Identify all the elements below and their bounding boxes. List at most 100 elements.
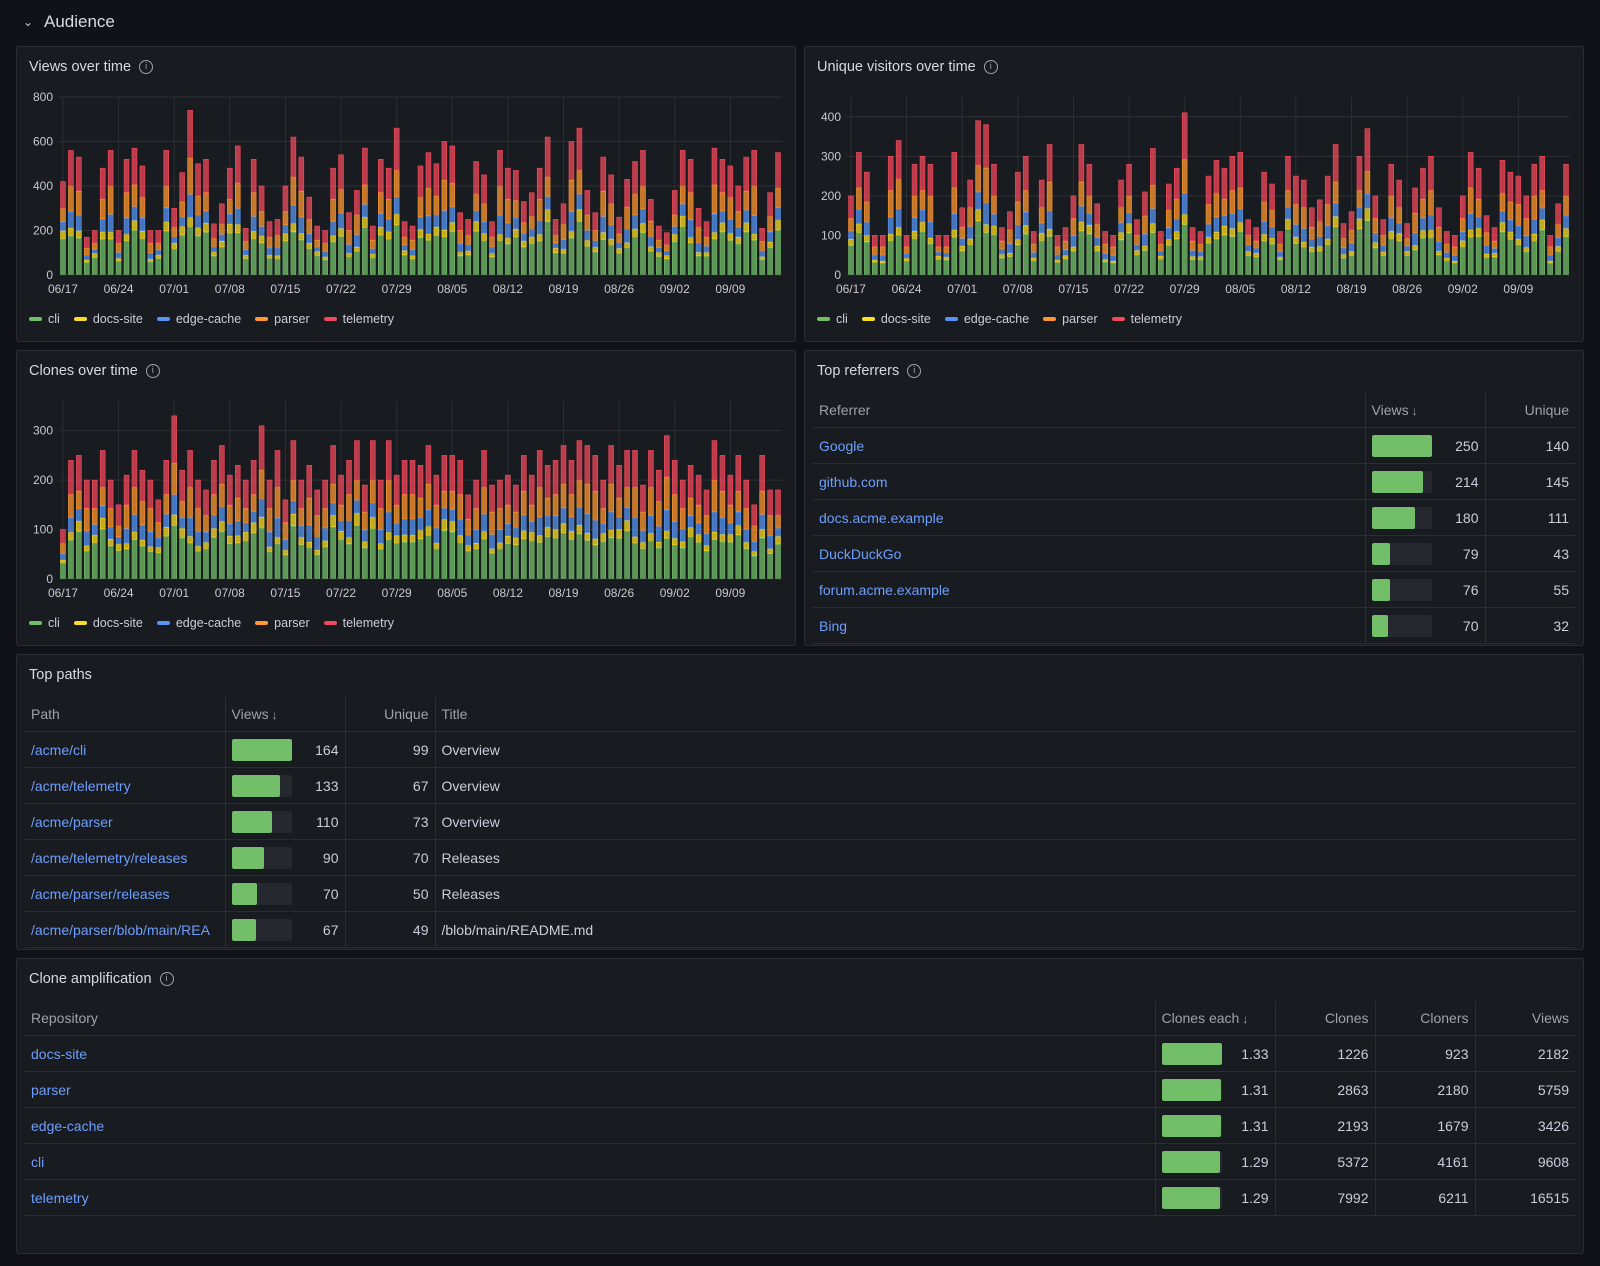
bar-45[interactable] xyxy=(417,165,424,275)
bar-83[interactable] xyxy=(719,455,726,579)
bar-85[interactable] xyxy=(735,185,742,275)
bar-60[interactable] xyxy=(1324,175,1331,275)
bar-47[interactable] xyxy=(433,474,440,579)
bar-82[interactable] xyxy=(711,147,718,275)
bar-6[interactable] xyxy=(107,150,114,275)
repository-link[interactable]: cli xyxy=(31,1153,45,1170)
path-link[interactable]: /acme/parser/blob/main/REA xyxy=(31,921,210,938)
bar-80[interactable] xyxy=(695,207,702,275)
bar-81[interactable] xyxy=(703,221,710,275)
legend-item-docs-site[interactable]: docs-site xyxy=(73,312,143,326)
bar-71[interactable] xyxy=(624,450,630,579)
bar-82[interactable] xyxy=(1499,159,1506,275)
bar-65[interactable] xyxy=(576,127,583,275)
legend-item-cli[interactable]: cli xyxy=(29,312,60,326)
legend-item-cli[interactable]: cli xyxy=(29,616,60,630)
bar-51[interactable] xyxy=(465,219,471,275)
bar-4[interactable] xyxy=(91,230,98,275)
bar-40[interactable] xyxy=(1166,183,1172,275)
bar-67[interactable] xyxy=(1380,219,1387,275)
bar-26[interactable] xyxy=(266,221,273,275)
bar-59[interactable] xyxy=(528,192,535,275)
bar-0[interactable] xyxy=(60,181,66,275)
bar-25[interactable] xyxy=(258,425,265,579)
bar-75[interactable] xyxy=(1444,231,1450,275)
bar-85[interactable] xyxy=(735,455,742,579)
bar-4[interactable] xyxy=(879,235,886,275)
bar-77[interactable] xyxy=(671,190,678,275)
bar-46[interactable] xyxy=(1213,159,1220,275)
bar-79[interactable] xyxy=(687,159,694,275)
bar-75[interactable] xyxy=(656,469,662,579)
header-views[interactable]: Views ↓ xyxy=(1364,393,1485,428)
bar-49[interactable] xyxy=(449,145,456,275)
bar-82[interactable] xyxy=(711,440,718,579)
bar-24[interactable] xyxy=(250,159,257,275)
repository-link[interactable]: parser xyxy=(31,1081,71,1098)
bar-27[interactable] xyxy=(274,219,281,275)
bar-71[interactable] xyxy=(624,179,630,275)
bar-12[interactable] xyxy=(943,235,950,275)
bar-8[interactable] xyxy=(123,159,130,275)
legend-item-docs-site[interactable]: docs-site xyxy=(73,616,143,630)
bar-28[interactable] xyxy=(1070,195,1077,275)
bar-72[interactable] xyxy=(632,450,638,579)
info-icon[interactable]: i xyxy=(907,364,922,378)
bar-8[interactable] xyxy=(911,163,918,275)
bar-7[interactable] xyxy=(115,230,122,275)
bar-43[interactable] xyxy=(401,221,408,275)
bar-19[interactable] xyxy=(211,223,217,275)
bar-35[interactable] xyxy=(338,474,344,579)
bar-73[interactable] xyxy=(640,150,646,275)
legend-item-telemetry[interactable]: telemetry xyxy=(323,616,394,630)
bar-16[interactable] xyxy=(187,110,193,275)
info-icon[interactable]: i xyxy=(139,60,154,74)
bar-85[interactable] xyxy=(1523,195,1530,275)
bar-70[interactable] xyxy=(616,464,622,579)
bar-61[interactable] xyxy=(544,464,551,579)
chevron-down-icon[interactable]: ⌄ xyxy=(22,15,34,29)
bar-25[interactable] xyxy=(1046,144,1053,275)
bar-56[interactable] xyxy=(505,474,511,579)
referrer-link[interactable]: Bing xyxy=(819,617,848,634)
bar-44[interactable] xyxy=(409,225,416,275)
bar-27[interactable] xyxy=(274,450,281,579)
bar-58[interactable] xyxy=(1309,207,1315,275)
bar-77[interactable] xyxy=(1459,195,1466,275)
bar-59[interactable] xyxy=(528,474,535,579)
referrer-link[interactable]: Google xyxy=(819,437,865,454)
bar-30[interactable] xyxy=(298,156,305,275)
bar-34[interactable] xyxy=(330,167,336,275)
repository-link[interactable]: telemetry xyxy=(31,1189,89,1206)
referrer-link[interactable]: docs.acme.example xyxy=(819,509,944,526)
bar-61[interactable] xyxy=(544,136,551,275)
bar-52[interactable] xyxy=(473,479,479,579)
bar-6[interactable] xyxy=(107,479,114,579)
bar-13[interactable] xyxy=(163,150,170,275)
bar-58[interactable] xyxy=(521,201,527,275)
bar-23[interactable] xyxy=(1030,231,1037,275)
bar-86[interactable] xyxy=(743,479,750,579)
bar-38[interactable] xyxy=(362,484,368,579)
header-clones-each[interactable]: Clones each ↓ xyxy=(1154,1001,1275,1036)
bar-5[interactable] xyxy=(887,156,894,275)
bar-41[interactable] xyxy=(385,440,392,579)
bar-42[interactable] xyxy=(393,127,400,275)
header-repository[interactable]: Repository xyxy=(25,1001,1155,1036)
bar-8[interactable] xyxy=(123,474,130,579)
header-views[interactable]: Views xyxy=(1474,1001,1575,1036)
header-path[interactable]: Path xyxy=(25,697,225,732)
bar-55[interactable] xyxy=(497,479,503,579)
legend-item-telemetry[interactable]: telemetry xyxy=(323,312,394,326)
bar-44[interactable] xyxy=(1197,231,1204,275)
bar-4[interactable] xyxy=(91,479,98,579)
bar-47[interactable] xyxy=(1221,167,1228,275)
bar-16[interactable] xyxy=(187,450,193,579)
bar-19[interactable] xyxy=(211,460,217,579)
bar-33[interactable] xyxy=(322,479,328,579)
bar-17[interactable] xyxy=(195,163,201,275)
bar-55[interactable] xyxy=(497,150,503,275)
bar-47[interactable] xyxy=(433,163,440,275)
bar-7[interactable] xyxy=(115,504,122,579)
bar-15[interactable] xyxy=(179,172,185,275)
